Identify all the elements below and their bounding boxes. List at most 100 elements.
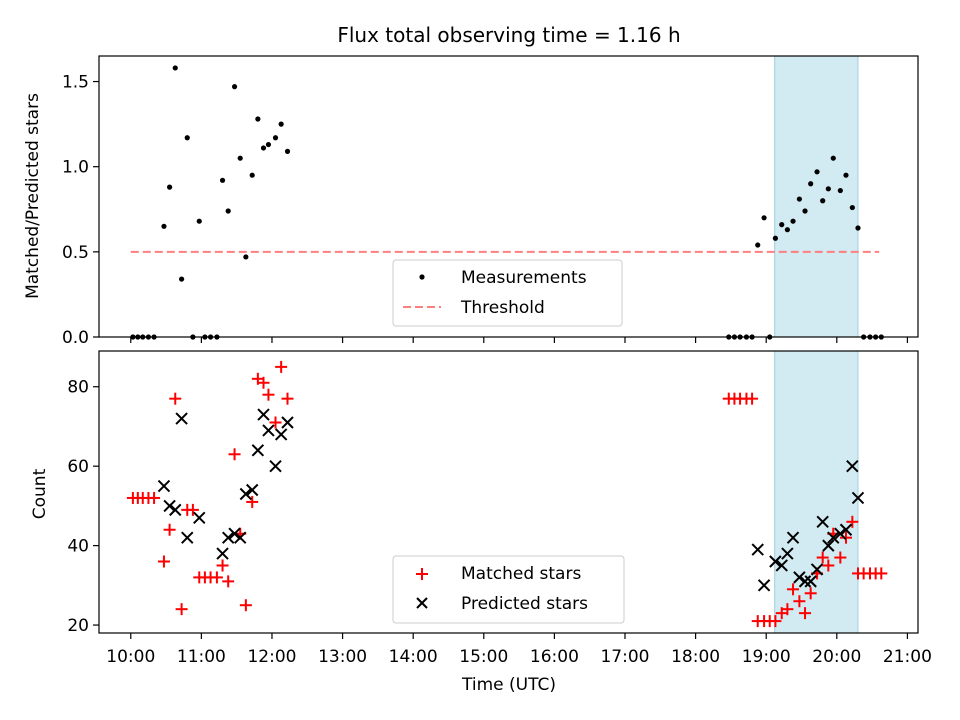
predicted-star-point: [281, 416, 294, 429]
predicted-star-point: [233, 531, 247, 544]
predicted-star-point: [221, 531, 235, 544]
x-tick-label: 21:00: [883, 647, 932, 667]
legend-predicted-marker: [416, 597, 428, 609]
x-tick-label: 15:00: [459, 647, 508, 667]
x-tick-label: 14:00: [389, 647, 438, 667]
bottom-y-ticks: 20 40 60 80: [67, 378, 99, 636]
matched-star-point: [257, 376, 270, 389]
x-tick-label: 19:00: [742, 647, 791, 667]
legend-matched-marker: [416, 568, 428, 580]
predicted-star-point: [834, 527, 847, 540]
x-tick-label: 13:00: [318, 647, 367, 667]
y-tick-label: 80: [67, 378, 89, 398]
predicted-star-point: [228, 527, 241, 540]
matched-star-point: [804, 587, 817, 600]
measurement-point: [260, 145, 267, 151]
measurement-point: [243, 254, 249, 260]
predicted-star-point: [757, 579, 771, 592]
predicted-star-point: [175, 412, 188, 425]
predicted-star-point: [239, 487, 253, 501]
top-legend: Measurements Threshold: [392, 259, 623, 327]
matched-star-point: [228, 448, 241, 461]
y-tick-label: 0.5: [62, 243, 89, 263]
y-tick-label: 60: [67, 457, 89, 477]
predicted-star-point: [269, 459, 282, 473]
predicted-star-point: [751, 543, 764, 556]
predicted-star-point: [816, 515, 829, 528]
predicted-star-point: [181, 531, 194, 544]
matched-star-point: [262, 388, 275, 401]
predicted-star-point: [827, 531, 840, 544]
matched-star-point: [186, 503, 199, 516]
measurement-point: [284, 148, 291, 154]
predicted-star-point: [793, 571, 806, 584]
measurement-point: [790, 218, 796, 224]
matched-star-point: [281, 392, 294, 405]
top-span-band: [774, 55, 859, 338]
measurement-point: [843, 172, 849, 178]
predicted-star-point: [846, 459, 859, 473]
measurement-point: [249, 172, 255, 178]
legend-measurements-label: Measurements: [461, 268, 587, 288]
measurement-point: [825, 186, 831, 192]
matched-star-point: [846, 515, 859, 528]
predicted-star-point: [786, 531, 800, 544]
predicted-star-point: [798, 575, 812, 588]
measurement-point: [784, 227, 790, 233]
predicted-star-point: [216, 547, 229, 560]
x-tick-label: 11:00: [177, 647, 226, 667]
top-x-ticks: [130, 337, 909, 343]
measurement-point: [184, 135, 190, 141]
matched-star-point: [148, 491, 161, 504]
y-tick-label: 0.0: [62, 328, 89, 348]
predicted-star-point: [169, 503, 182, 517]
matched-star-point: [222, 575, 235, 588]
x-tick-label: 20:00: [812, 647, 861, 667]
predicted-star-point: [157, 479, 171, 493]
predicted-star-point: [769, 555, 782, 568]
top-y-axis-label: Matched/Predicted stars: [23, 93, 43, 299]
top-observing-span: [774, 55, 859, 338]
measurement-point: [179, 276, 185, 282]
predicted-star-point: [775, 559, 788, 572]
y-tick-label: 1.5: [62, 73, 89, 93]
matched-star-point: [816, 551, 829, 564]
measurement-point: [272, 135, 279, 141]
measurement-point: [772, 235, 778, 241]
measurement-point: [265, 141, 272, 148]
bottom-legend-box: [392, 555, 625, 624]
predicted-star-point: [274, 428, 288, 441]
x-axis-label: Time (UTC): [461, 675, 556, 695]
measurement-point: [161, 223, 167, 229]
measurement-point: [196, 218, 202, 224]
matched-star-point: [822, 559, 835, 572]
predicted-star-point: [193, 511, 206, 525]
measurement-point: [755, 242, 761, 248]
matched-star-point: [169, 392, 182, 405]
y-tick-label: 20: [67, 616, 89, 636]
measurement-point: [172, 65, 178, 71]
matched-star-point: [269, 416, 282, 429]
matched-star-point: [769, 615, 782, 628]
measurement-point: [278, 121, 284, 127]
predicted-star-point: [251, 444, 265, 457]
measurement-point: [796, 196, 802, 202]
top-axes-frame: [98, 55, 919, 338]
matched-star-point: [157, 555, 170, 568]
measurement-point: [814, 169, 820, 175]
x-tick-label: 17:00: [600, 647, 649, 667]
predicted-star-point: [804, 575, 817, 588]
bottom-x-ticks: 10:00 11:00 12:00 13:00 14:00 15:00 16:00 17:00…: [106, 633, 932, 667]
matched-star-point: [875, 567, 888, 580]
matched-star-point: [275, 360, 288, 373]
top-panel: 0.0 0.5 1.0 1.5 Matched/Predicted stars Mea…: [23, 55, 919, 348]
matched-star-point: [246, 495, 259, 508]
count-points: [126, 360, 888, 628]
matched-star-point: [834, 551, 847, 564]
matched-star-point: [746, 392, 759, 405]
legend-matched-label: Matched stars: [461, 564, 581, 584]
top-y-ticks: 0.0 0.5 1.0 1.5: [62, 73, 99, 348]
bottom-y-axis-label: Count: [30, 468, 50, 519]
